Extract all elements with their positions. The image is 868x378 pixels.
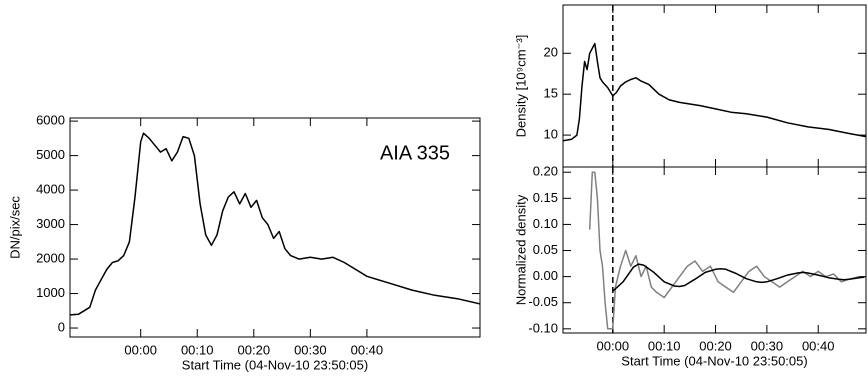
data-line: [612, 263, 865, 292]
y-axis-label: Density [10⁹cm⁻³]: [513, 35, 528, 138]
plot-frame: [562, 166, 867, 334]
y-axis-label: DN/pix/sec: [7, 196, 22, 259]
y-tick-label: 2000: [36, 250, 65, 265]
y-tick-label: 0.15: [533, 190, 558, 205]
y-axis-label: Normalized density: [513, 194, 528, 305]
x-axis-label: Start Time (04-Nov-10 23:50:05): [182, 357, 368, 372]
data-line: [563, 42, 866, 142]
y-tick-label: 0.00: [533, 268, 558, 283]
y-tick-label: 1000: [36, 285, 65, 300]
x-tick-label: 00:40: [351, 342, 384, 357]
x-tick-label: 00:30: [751, 338, 784, 353]
data-line: [588, 171, 860, 330]
y-tick-label: 0.10: [533, 216, 558, 231]
y-tick-label: 20: [544, 45, 558, 60]
y-tick-label: 5000: [36, 147, 65, 162]
y-tick-label: 4000: [36, 182, 65, 197]
x-tick-label: 00:20: [238, 342, 271, 357]
y-tick-label: 3000: [36, 216, 65, 231]
y-tick-label: 0: [58, 319, 65, 334]
x-tick-label: 00:10: [648, 338, 681, 353]
x-tick-label: 00:10: [181, 342, 214, 357]
y-tick-label: 10: [544, 127, 558, 142]
x-axis-label: Start Time (04-Nov-10 23:50:05): [621, 353, 807, 368]
y-tick-label: 6000: [36, 113, 65, 128]
plot-frame: [69, 117, 481, 338]
x-tick-label: 00:30: [294, 342, 327, 357]
y-tick-label: 0.20: [533, 164, 558, 179]
y-tick-label: 0.05: [533, 242, 558, 257]
x-tick-label: 00:20: [699, 338, 732, 353]
y-tick-label: -0.05: [528, 294, 558, 309]
x-tick-label: 00:00: [597, 338, 630, 353]
annotation: AIA 335: [380, 142, 450, 164]
x-tick-label: 00:40: [802, 338, 835, 353]
data-line: [70, 132, 480, 316]
x-tick-label: 00:00: [124, 342, 157, 357]
y-tick-label: 15: [544, 86, 558, 101]
plot-frame: [562, 4, 867, 168]
y-tick-label: -0.10: [528, 320, 558, 335]
